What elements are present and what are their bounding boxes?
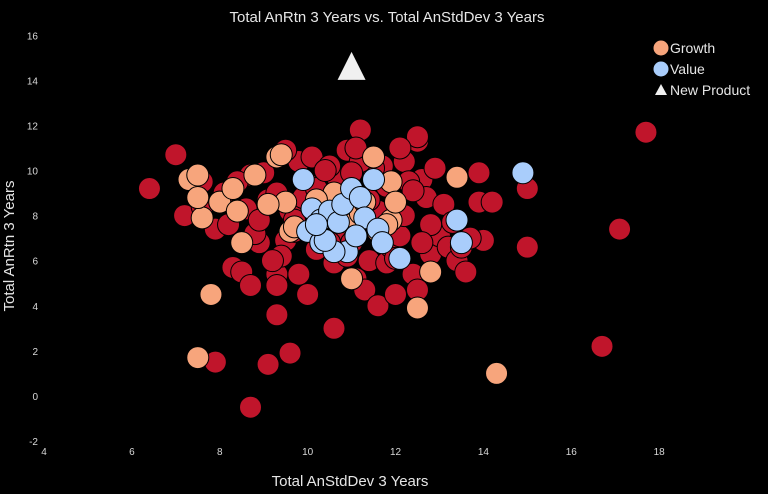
growth-point [340,267,364,291]
growth-point [269,143,293,167]
y-tick-label: 8 [32,212,38,223]
y-tick-label: 14 [27,76,39,87]
other-point [313,159,337,183]
growth-point [256,192,280,216]
other-point [401,179,425,203]
y-axis-label: Total AnRtn 3 Years [1,181,18,312]
growth-point [186,186,210,210]
other-point [423,156,447,180]
growth-point [419,260,443,284]
other-point [515,235,539,259]
growth-point [186,346,210,370]
legend-growth-label: Growth [670,40,715,56]
value-point [362,168,386,192]
growth-point [405,296,429,320]
other-point [467,161,491,185]
other-point [256,352,280,376]
growth-point [199,282,223,306]
growth-point [230,231,254,255]
value-point [370,231,394,255]
x-tick-label: 8 [217,447,223,458]
value-point [348,186,372,210]
new-product-point [337,51,366,80]
legend-new-product-label: New Product [670,82,750,98]
other-point [265,273,289,297]
y-tick-label: 0 [32,392,38,403]
other-point [480,190,504,214]
x-axis-label: Total AnStdDev 3 Years [272,473,429,490]
chart-title: Total AnRtn 3 Years vs. Total AnStdDev 3… [230,9,545,26]
legend-value-label: Value [670,61,705,77]
other-point [278,341,302,365]
legend-growth-marker [653,40,669,56]
x-tick-label: 18 [654,447,666,458]
legend: Growth Value New Product [653,40,750,98]
x-tick-label: 4 [41,447,47,458]
y-axis-ticks: -2 0 2 4 6 8 10 12 14 16 [27,31,39,448]
y-tick-label: 2 [32,347,38,358]
value-point [304,213,328,237]
growth-point [362,145,386,169]
other-point [287,262,311,286]
other-point [239,395,263,419]
legend-new-product-marker [655,84,667,95]
other-point [410,231,434,255]
x-tick-label: 14 [478,447,490,458]
other-point [296,282,320,306]
value-point [388,246,412,270]
growth-point [221,177,245,201]
other-point [608,217,632,241]
x-tick-label: 12 [390,447,402,458]
growth-point [445,165,469,189]
y-tick-label: -2 [29,437,38,448]
other-point [260,249,284,273]
growth-point [485,361,509,385]
y-tick-label: 6 [32,257,38,268]
other-point [366,294,390,318]
growth-point [384,190,407,214]
other-point [384,282,407,306]
growth-point [186,163,210,187]
y-tick-label: 12 [27,121,39,132]
other-point [388,136,412,160]
y-tick-label: 10 [27,167,39,178]
value-point [291,168,315,192]
y-tick-label: 16 [27,31,39,42]
growth-point [190,206,214,230]
other-point [634,120,658,144]
x-tick-label: 16 [566,447,578,458]
other-point [164,143,188,167]
value-point [445,208,469,232]
other-point [137,177,161,201]
other-point [590,334,614,358]
legend-value-marker [653,61,669,77]
plot-area [137,51,658,419]
y-tick-label: 4 [32,302,38,313]
x-tick-label: 10 [302,447,314,458]
other-point [322,316,346,340]
other-point [239,273,263,297]
other-point [454,260,478,284]
value-point [344,224,368,248]
x-tick-label: 6 [129,447,135,458]
other-point [265,303,289,327]
growth-point [225,199,249,223]
value-point [511,161,535,185]
other-point [405,125,429,149]
growth-point [243,163,267,187]
value-point [449,231,473,255]
x-axis-ticks: 4 6 8 10 12 14 16 18 [41,447,665,458]
